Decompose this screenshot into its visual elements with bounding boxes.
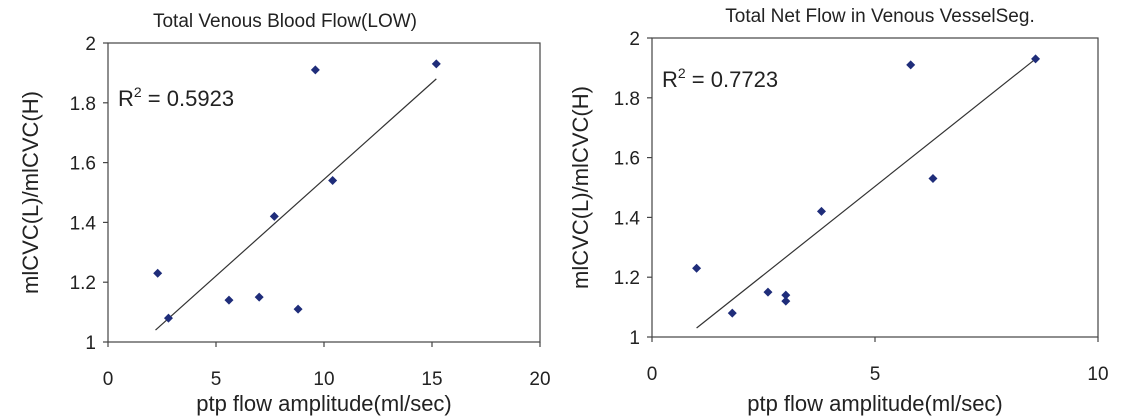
- x-tick-label: 5: [870, 364, 881, 385]
- y-tick-label: 1.8: [614, 89, 640, 110]
- trendline: [696, 58, 1036, 329]
- y-tick-label: 2: [629, 29, 640, 50]
- y-tick-label: 1: [629, 328, 640, 349]
- y-tick-label: 1.2: [614, 268, 640, 289]
- x-tick-label: 5: [211, 369, 222, 390]
- data-point: [781, 290, 791, 300]
- data-point: [254, 292, 264, 302]
- r-squared-annotation: R2 = 0.7723: [662, 65, 778, 92]
- data-point: [310, 65, 320, 75]
- chart-title: Total Venous Blood Flow(LOW): [153, 11, 417, 32]
- x-axis-label: ptp flow amplitude(ml/sec): [196, 391, 452, 416]
- chart-2: 1 1.2 1.4 1.6 1.8 2 0 5 10 Total Net Flow in Veno…: [568, 6, 1109, 416]
- x-axis-label: ptp flow amplitude(ml/sec): [747, 391, 1003, 416]
- y-tick-label: 1.8: [70, 94, 96, 115]
- x-tick-label: 15: [421, 369, 442, 390]
- data-point: [763, 287, 773, 297]
- y-tick-label: 1.6: [614, 149, 640, 170]
- y-axis-label: mlCVC(L)/mlCVC(H): [568, 86, 593, 289]
- x-tick-label: 0: [103, 369, 114, 390]
- x-tick-label: 0: [647, 364, 658, 385]
- y-tick-label: 1.6: [70, 154, 96, 175]
- y-tick-label: 2: [85, 34, 96, 55]
- y-axis-label: mlCVC(L)/mlCVC(H): [18, 91, 43, 294]
- data-point: [328, 176, 338, 186]
- x-tick-label: 20: [529, 369, 550, 390]
- x-tick-label: 10: [1087, 364, 1108, 385]
- data-point: [781, 296, 791, 306]
- y-tick-label: 1.4: [614, 208, 641, 229]
- data-point: [906, 60, 916, 70]
- data-point: [269, 211, 279, 221]
- data-point: [692, 263, 702, 273]
- data-point: [153, 268, 163, 278]
- data-point: [293, 304, 303, 314]
- r-squared-annotation: R2 = 0.5923: [118, 84, 234, 111]
- data-point: [727, 308, 737, 318]
- data-point: [431, 59, 441, 69]
- data-point: [224, 295, 234, 305]
- data-point: [1031, 54, 1041, 64]
- data-point: [928, 174, 938, 184]
- y-tick-label: 1: [85, 333, 96, 354]
- y-tick-label: 1.2: [70, 273, 96, 294]
- trendline: [155, 78, 437, 331]
- y-tick-label: 1.4: [70, 213, 97, 234]
- x-tick-label: 10: [313, 369, 334, 390]
- chart-title: Total Net Flow in Venous VesselSeg.: [725, 6, 1034, 27]
- data-point: [163, 313, 173, 323]
- data-point: [816, 206, 826, 216]
